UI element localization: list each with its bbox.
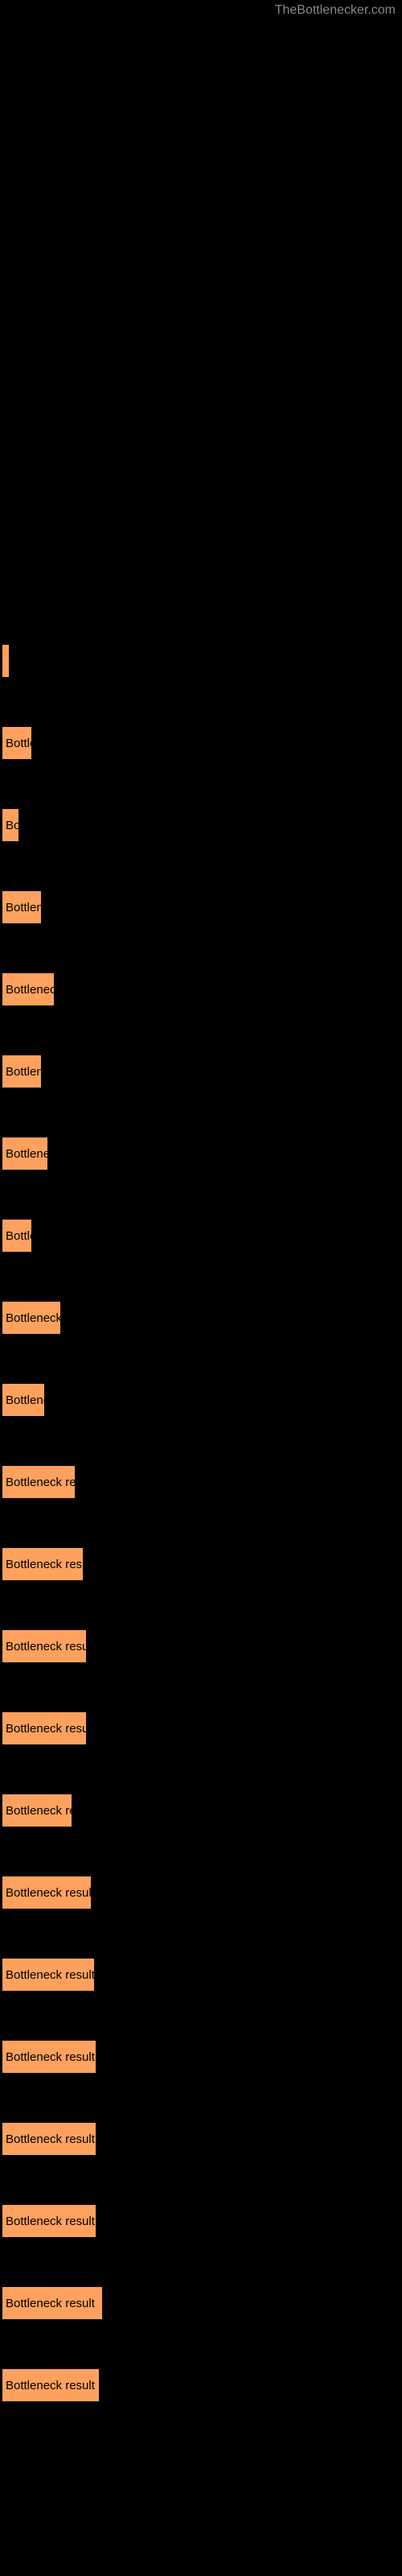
bar: Bottlene xyxy=(2,890,42,924)
bar: Bottleneck result xyxy=(2,1876,92,1909)
bar-row: Bottleneck result xyxy=(0,2204,402,2238)
bar-row: Bottlene xyxy=(0,1055,402,1088)
bar-row: Bottleneck result xyxy=(0,2286,402,2320)
bar: Bottleneck result xyxy=(2,1547,84,1581)
bar-row: Bottle xyxy=(0,726,402,760)
bar-row xyxy=(0,644,402,678)
bar: Bottle xyxy=(2,1219,32,1253)
bar-row: Bottleneck result xyxy=(0,1547,402,1581)
bar: Bo xyxy=(2,808,19,842)
bar-row: Bottleneck result xyxy=(0,1711,402,1745)
bar-row: Bottleneck result xyxy=(0,1958,402,1992)
bar: Bottleneck result xyxy=(2,1711,87,1745)
bar: Bottleneck xyxy=(2,972,55,1006)
bar: Bottleneck result xyxy=(2,2368,100,2402)
bar-row: Bottlene xyxy=(0,890,402,924)
bar-row: Bottleneck resu xyxy=(0,1465,402,1499)
bar: Bottlene xyxy=(2,1383,45,1417)
bar: Bottleneck result xyxy=(2,1958,95,1992)
bar-row: Bottleneck result xyxy=(0,1629,402,1663)
bar-row: Bottlene xyxy=(0,1383,402,1417)
bar-chart: Bottle Bo Bottlene Bottleneck Bottlene Bottle… xyxy=(0,0,402,2483)
bar-row: Bottleneck res xyxy=(0,1794,402,1827)
bar-row: Bottleneck result xyxy=(0,1876,402,1909)
bar: Bottleneck result xyxy=(2,2286,103,2320)
bar: Bottleneck resu xyxy=(2,1465,76,1499)
bar: Bottleneck res xyxy=(2,1794,72,1827)
bar: Bottleneck result xyxy=(2,2204,96,2238)
bar xyxy=(2,644,10,678)
bar: Bottle xyxy=(2,726,32,760)
bar-row: Bottleneck result xyxy=(0,2122,402,2156)
bar: Bottleneck result xyxy=(2,1629,87,1663)
bar: Bottlene xyxy=(2,1055,42,1088)
bar: Bottleneck result xyxy=(2,2122,96,2156)
bar: Bottleneck result xyxy=(2,2040,96,2074)
bar: Bottlenec xyxy=(2,1137,48,1170)
bar-row: Bottleneck result xyxy=(0,2368,402,2402)
bar-row: Bo xyxy=(0,808,402,842)
bar-row: Bottle xyxy=(0,1219,402,1253)
bar-row: Bottleneck result xyxy=(0,2040,402,2074)
bar-row: Bottleneck r xyxy=(0,1301,402,1335)
bar-row: Bottlenec xyxy=(0,1137,402,1170)
watermark-text: TheBottlenecker.com xyxy=(275,3,396,18)
bar-row: Bottleneck xyxy=(0,972,402,1006)
bar: Bottleneck r xyxy=(2,1301,61,1335)
